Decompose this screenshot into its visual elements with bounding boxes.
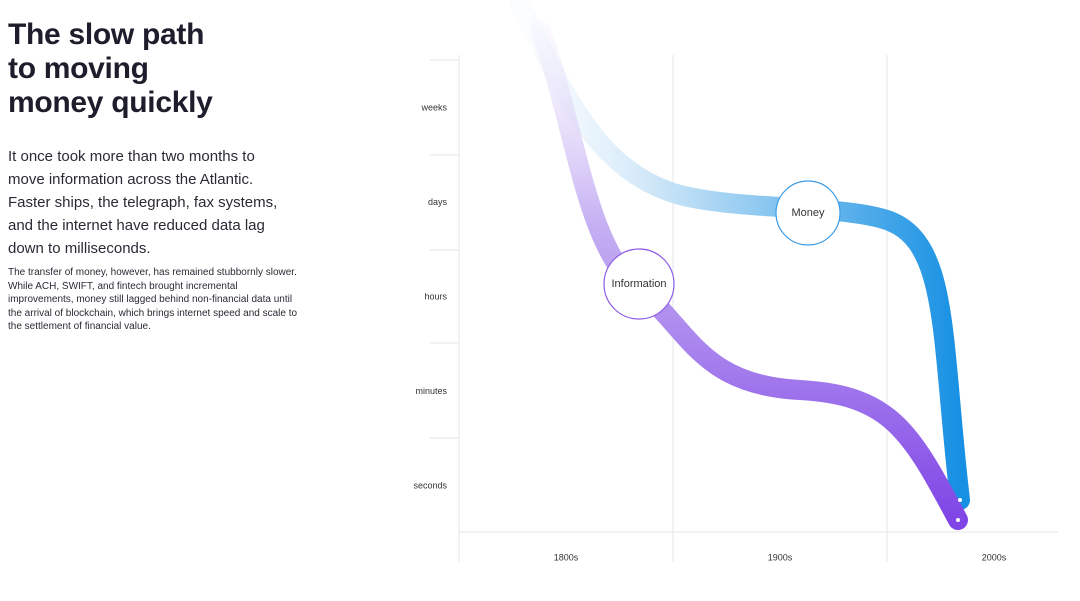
information-bubble: [603, 248, 675, 320]
y-label: hours: [424, 291, 447, 301]
x-label: 1800s: [554, 552, 579, 562]
end-dot: [958, 498, 962, 502]
y-label: weeks: [420, 102, 447, 112]
title: The slow path to moving money quickly: [8, 18, 213, 120]
body-text: The transfer of money, however, has rema…: [8, 267, 298, 332]
x-label: 1900s: [768, 552, 793, 562]
curve-label: Information: [611, 278, 666, 290]
title-line: to moving: [8, 52, 149, 85]
lead-text: It once took more than two months to mov…: [8, 148, 278, 257]
end-dot: [956, 518, 960, 522]
y-label: seconds: [413, 480, 447, 490]
money-bubble: [775, 180, 841, 246]
curve-label: Money: [791, 207, 825, 219]
information-curve: [530, 20, 968, 530]
y-label: days: [428, 197, 448, 207]
title-line: The slow path: [8, 18, 205, 51]
title-line: money quickly: [8, 86, 213, 119]
y-label: minutes: [415, 386, 447, 396]
x-label: 2000s: [982, 552, 1007, 562]
